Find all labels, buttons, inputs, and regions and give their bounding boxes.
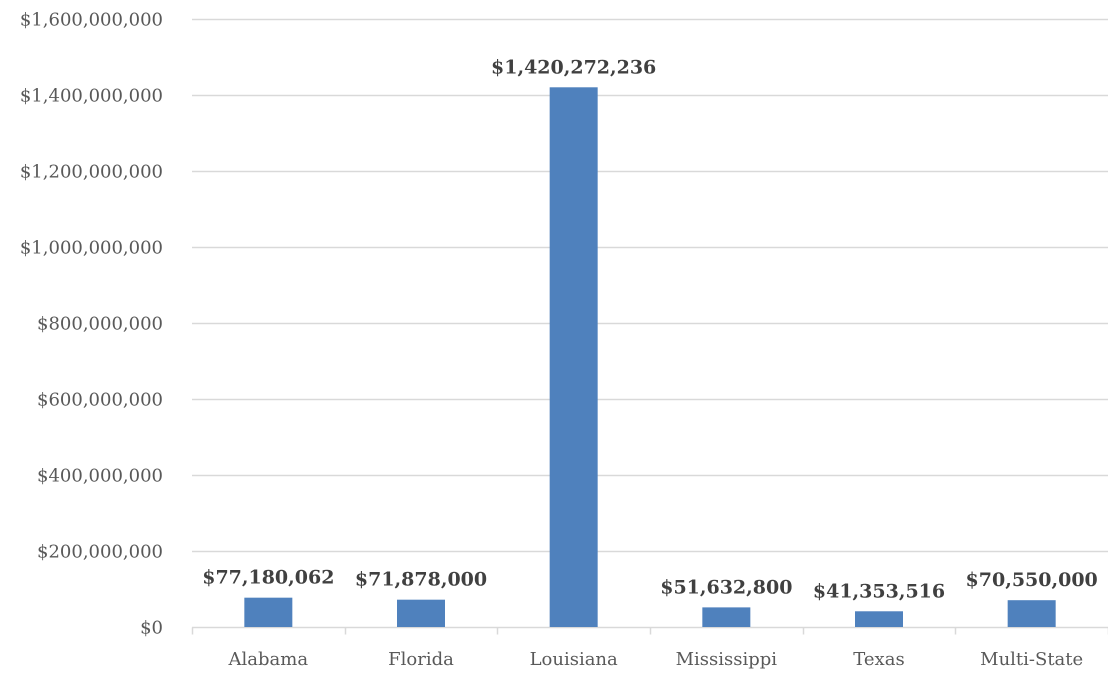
- y-tick-label: $1,000,000,000: [20, 238, 163, 259]
- bar-texas: [855, 611, 903, 627]
- x-tick-label: Mississippi: [676, 649, 778, 670]
- y-tick-label: $1,200,000,000: [20, 162, 163, 183]
- data-label: $1,420,272,236: [491, 56, 656, 78]
- y-tick-label: $1,600,000,000: [20, 10, 163, 31]
- y-tick-label: $800,000,000: [37, 314, 163, 335]
- bar-louisiana: [549, 87, 598, 627]
- y-tick-label: $200,000,000: [37, 542, 163, 563]
- y-tick-label: $600,000,000: [37, 390, 163, 411]
- x-tick-label: Multi-State: [980, 649, 1083, 670]
- data-label: $71,878,000: [355, 569, 487, 591]
- bar-florida: [397, 599, 445, 627]
- x-tick-label: Alabama: [228, 649, 309, 670]
- y-tick-label: $0: [140, 618, 163, 639]
- bar-alabama: [244, 597, 293, 627]
- y-tick-label: $400,000,000: [37, 466, 163, 487]
- gridlines: [192, 18, 1108, 553]
- x-tick-label: Texas: [853, 649, 904, 670]
- bar-multi-state: [1007, 600, 1056, 627]
- data-label: $70,550,000: [966, 569, 1098, 591]
- bars: [244, 87, 1056, 627]
- x-axis-tick-labels: Alabama Florida Louisiana Mississippi Texas M…: [228, 649, 1084, 670]
- data-label: $77,180,062: [202, 567, 334, 589]
- x-tick-label: Florida: [388, 649, 454, 670]
- x-tick-label: Louisiana: [530, 649, 618, 670]
- data-label: $51,632,800: [660, 576, 792, 598]
- x-axis: [191, 626, 1108, 635]
- y-tick-label: $1,400,000,000: [20, 86, 163, 107]
- bar-mississippi: [702, 607, 751, 627]
- y-axis-tick-labels: $0 $200,000,000 $400,000,000 $600,000,000 $8…: [20, 10, 163, 639]
- data-label: $41,353,516: [813, 580, 945, 602]
- data-labels: $77,180,062 $71,878,000 $1,420,272,236 $51,…: [202, 56, 1098, 602]
